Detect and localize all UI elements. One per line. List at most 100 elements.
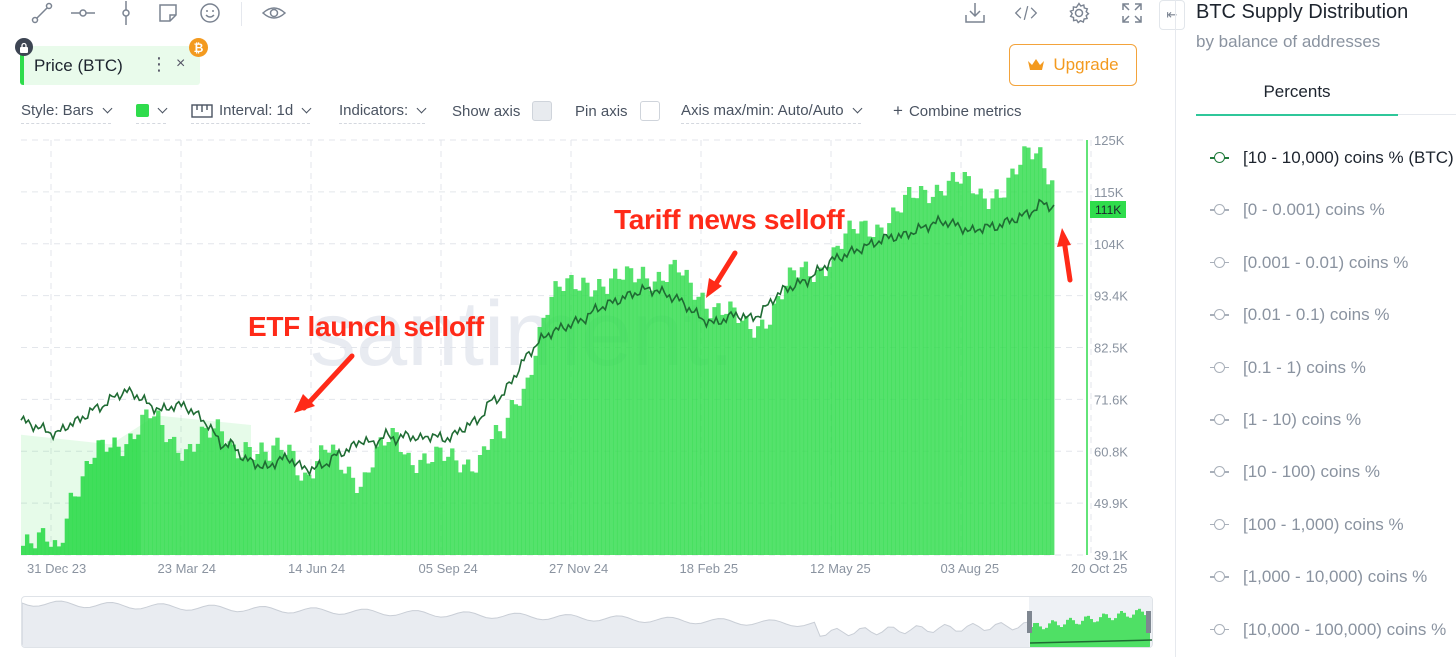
bar (553, 281, 558, 555)
vertical-line-icon[interactable] (114, 0, 138, 26)
bar (795, 277, 801, 555)
bar (954, 181, 960, 556)
bar (374, 446, 379, 555)
style-dropdown[interactable]: Style: Bars (21, 98, 112, 124)
more-options-icon[interactable]: ⋮ (150, 54, 168, 74)
bar (628, 268, 634, 555)
metric-list-item[interactable]: [10 - 100) coins % (1210, 457, 1380, 487)
embed-code-icon[interactable] (1014, 0, 1038, 26)
bar (815, 270, 820, 555)
interval-dropdown[interactable]: Interval: 1d (191, 98, 312, 124)
bar (895, 211, 900, 556)
collapse-panel-button[interactable]: ⇤ (1159, 0, 1185, 30)
pin-axis-checkbox[interactable] (639, 101, 660, 121)
bar (1038, 147, 1043, 555)
download-icon[interactable] (963, 0, 987, 26)
navigator-bar (1066, 619, 1069, 647)
metric-list-item[interactable]: [10 - 10,000) coins % (BTC) (1210, 143, 1454, 173)
x-tick-label: 27 Nov 24 (549, 561, 608, 576)
metric-list-item[interactable]: [0.1 - 1) coins % (1210, 353, 1366, 383)
bar (144, 409, 149, 555)
upgrade-button[interactable]: Upgrade (1009, 44, 1137, 86)
bar (545, 314, 550, 555)
bar (108, 447, 113, 555)
close-icon[interactable]: × (176, 55, 186, 72)
bar (779, 299, 785, 555)
bar (958, 183, 964, 555)
bar (116, 446, 121, 555)
bar (24, 534, 30, 555)
note-icon[interactable] (156, 0, 180, 26)
bar (787, 267, 793, 555)
bar (835, 245, 840, 556)
show-axis-toggle[interactable]: Show axis (452, 98, 553, 124)
arrow-tariff (706, 250, 738, 298)
bar (899, 212, 904, 555)
bar (120, 456, 125, 555)
bar (672, 259, 677, 555)
bar (585, 282, 590, 555)
bar (255, 454, 260, 555)
bar (950, 172, 956, 555)
metric-list-item[interactable]: [100 - 1,000) coins % (1210, 510, 1404, 540)
bar (473, 472, 479, 555)
bar (84, 461, 89, 555)
indicators-label: Indicators: (339, 102, 409, 119)
navigator-bar (1123, 612, 1126, 647)
series-marker-icon (1210, 414, 1229, 426)
y-tick-label: 49.9K (1094, 496, 1128, 511)
navigator-bar (1060, 626, 1063, 647)
metric-list-item[interactable]: [0.01 - 0.1) coins % (1210, 300, 1389, 330)
metric-list-item[interactable]: [1,000 - 10,000) coins % (1210, 562, 1427, 592)
price-chart[interactable]: santiment. 125K 115K 104K 93.4K 82.5K 71.6K 60… (0, 130, 1170, 580)
gear-icon[interactable] (1067, 0, 1091, 26)
show-axis-checkbox[interactable] (532, 101, 553, 121)
bar (807, 276, 813, 555)
navigator-bar (1030, 627, 1033, 647)
metric-list-item[interactable]: [0.001 - 0.01) coins % (1210, 248, 1408, 278)
bar (350, 477, 356, 555)
fullscreen-icon[interactable] (1120, 0, 1144, 26)
bar (295, 475, 300, 555)
line-tool-icon[interactable] (30, 0, 54, 26)
axis-minmax-dropdown[interactable]: Axis max/min: Auto/Auto (681, 98, 863, 124)
bar (684, 269, 689, 555)
navigator-bar (1138, 608, 1141, 647)
eye-icon[interactable] (262, 0, 286, 26)
navigator-bar (1039, 626, 1042, 647)
metric-list-label: [0.1 - 1) coins % (1243, 357, 1366, 377)
tab-percents[interactable]: Percents (1196, 70, 1398, 116)
bar (481, 446, 487, 555)
color-picker[interactable] (136, 98, 168, 124)
series-marker-icon (1210, 466, 1229, 478)
bar (148, 418, 153, 555)
bar (291, 450, 296, 555)
bar (56, 546, 62, 555)
range-navigator[interactable] (21, 596, 1153, 648)
show-axis-label: Show axis (452, 102, 521, 120)
combine-metrics-button[interactable]: + Combine metrics (893, 98, 1021, 124)
pin-axis-toggle[interactable]: Pin axis (575, 98, 660, 124)
bar (692, 299, 697, 555)
bar (497, 431, 503, 555)
horizontal-line-icon[interactable] (71, 0, 95, 26)
metric-list-item[interactable]: [0 - 0.001) coins % (1210, 195, 1385, 225)
metric-list-item[interactable]: [1 - 10) coins % (1210, 405, 1361, 435)
bar (382, 445, 387, 555)
bar (763, 328, 769, 555)
bar (748, 329, 753, 555)
bar (998, 197, 1003, 556)
bar (624, 266, 630, 555)
navigator-bar (1114, 618, 1117, 647)
metric-list-item[interactable]: [10,000 - 100,000) coins % (1210, 615, 1446, 645)
bar (136, 434, 141, 555)
chart-toolbar (0, 0, 1160, 28)
bar (477, 455, 483, 555)
navigator-bar (1129, 617, 1132, 647)
bar (581, 277, 586, 555)
emoji-icon[interactable] (198, 0, 222, 26)
metric-chip-price[interactable]: Price (BTC) ⋮ × (20, 46, 200, 85)
indicators-dropdown[interactable]: Indicators: (339, 98, 427, 124)
bar (1022, 146, 1027, 556)
metric-list-label: [10,000 - 100,000) coins % (1243, 619, 1447, 639)
